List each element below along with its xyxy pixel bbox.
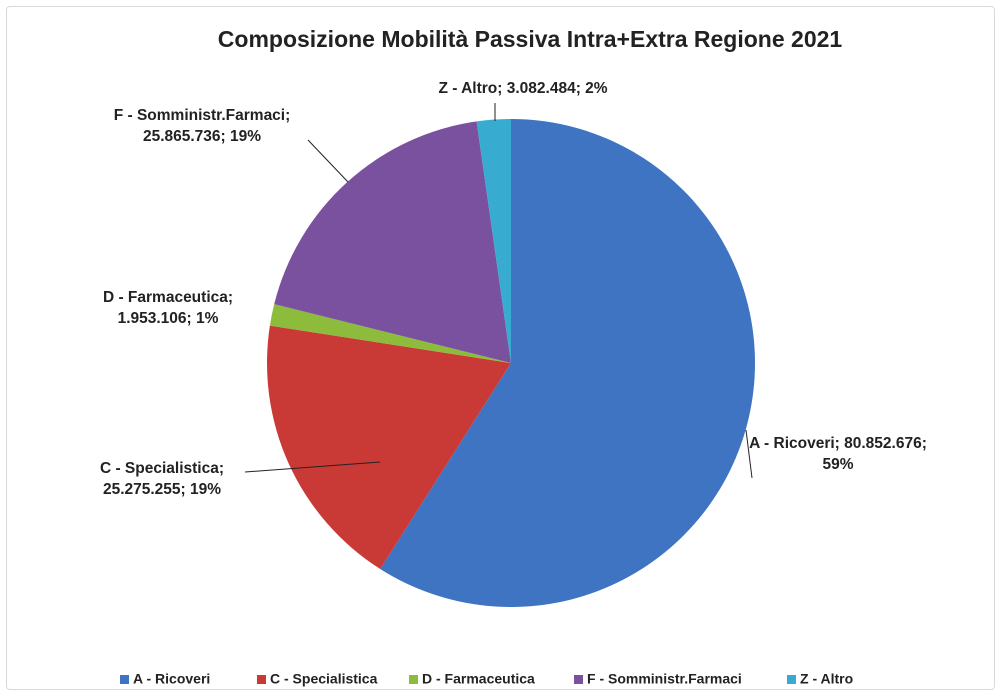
data-label: A - Ricoveri; 80.852.676; 59% bbox=[749, 435, 927, 473]
leader-line bbox=[244, 461, 381, 473]
legend-label: A - Ricoveri bbox=[133, 671, 210, 687]
pie-slice bbox=[476, 119, 511, 363]
legend-label: D - Farmaceutica bbox=[422, 671, 535, 687]
pie-slice bbox=[269, 304, 511, 363]
chart-frame bbox=[6, 6, 995, 690]
leader-line bbox=[745, 429, 753, 479]
legend-label: F - Somministr.Farmaci bbox=[587, 671, 742, 687]
legend-swatch bbox=[409, 675, 418, 684]
legend-label: C - Specialistica bbox=[270, 671, 378, 687]
legend-swatch bbox=[257, 675, 266, 684]
pie-slice bbox=[266, 325, 511, 569]
legend-swatch bbox=[574, 675, 583, 684]
chart-title: Composizione Mobilità Passiva Intra+Extr… bbox=[218, 26, 843, 52]
data-label: F - Somministr.Farmaci; 25.865.736; 19% bbox=[113, 107, 291, 145]
legend-swatch bbox=[787, 675, 796, 684]
leader-line bbox=[307, 139, 349, 183]
pie-slice bbox=[380, 119, 756, 607]
data-label: C - Specialistica; 25.275.255; 19% bbox=[99, 460, 225, 498]
data-label: D - Farmaceutica; 1.953.106; 1% bbox=[102, 289, 234, 327]
pie-slice bbox=[274, 121, 511, 363]
legend-label: Z - Altro bbox=[800, 671, 853, 687]
data-label: Z - Altro; 3.082.484; 2% bbox=[438, 80, 608, 97]
legend-swatch bbox=[120, 675, 129, 684]
